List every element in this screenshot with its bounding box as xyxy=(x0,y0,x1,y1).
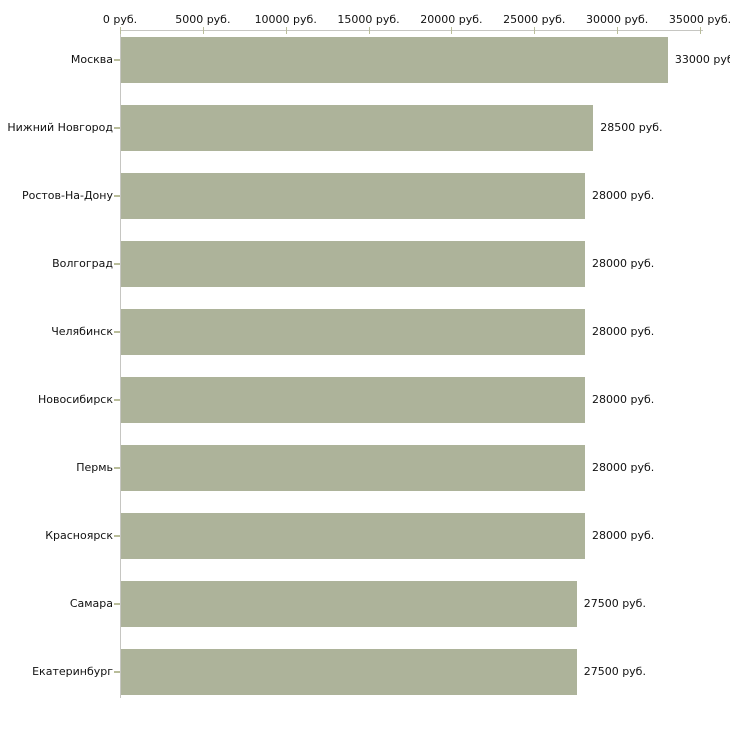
x-axis-tick-mark xyxy=(120,27,121,34)
bar xyxy=(121,37,668,83)
bar xyxy=(121,173,585,219)
value-label: 27500 руб. xyxy=(583,665,646,678)
y-axis-tick-mark xyxy=(114,59,120,61)
value-label: 33000 руб xyxy=(674,53,730,66)
x-axis-tick-label: 15000 руб. xyxy=(337,13,400,26)
bar xyxy=(121,105,594,151)
value-label: 28000 руб. xyxy=(592,529,655,542)
x-axis-tick-label: 35000 руб. xyxy=(668,13,730,26)
x-axis-tick-mark xyxy=(700,27,701,34)
value-label: 28000 руб. xyxy=(592,257,655,270)
category-label: Екатеринбург xyxy=(32,665,113,678)
x-axis-tick-label: 25000 руб. xyxy=(503,13,566,26)
category-label: Пермь xyxy=(76,461,113,474)
value-label: 28000 руб. xyxy=(592,189,655,202)
value-label: 28000 руб. xyxy=(592,393,655,406)
bar xyxy=(121,445,585,491)
bar xyxy=(121,581,577,627)
category-label: Ростов-На-Дону xyxy=(21,189,113,202)
bar xyxy=(121,309,585,355)
x-axis-line xyxy=(120,30,703,31)
bar xyxy=(121,649,577,695)
bar xyxy=(121,241,585,287)
x-axis-tick-mark xyxy=(534,27,536,34)
category-label: Челябинск xyxy=(51,325,113,338)
x-axis-tick-mark xyxy=(285,27,287,34)
x-axis-tick-label: 0 руб. xyxy=(102,13,138,26)
x-axis-tick-mark xyxy=(451,27,453,34)
x-axis-tick-label: 30000 руб. xyxy=(586,13,649,26)
value-label: 28500 руб. xyxy=(600,121,663,134)
category-label: Волгоград xyxy=(52,257,113,270)
y-axis-tick-mark xyxy=(114,603,120,605)
x-axis-tick-label: 10000 руб. xyxy=(254,13,317,26)
value-label: 27500 руб. xyxy=(583,597,646,610)
x-axis-tick-mark xyxy=(368,27,370,34)
value-label: 28000 руб. xyxy=(592,461,655,474)
value-label: 28000 руб. xyxy=(592,325,655,338)
y-axis-tick-mark xyxy=(114,195,120,197)
category-label: Красноярск xyxy=(45,529,113,542)
y-axis-tick-mark xyxy=(114,399,120,401)
y-axis-tick-mark xyxy=(114,535,120,537)
y-axis-tick-mark xyxy=(114,331,120,333)
x-axis-tick-label: 5000 руб. xyxy=(175,13,231,26)
x-axis-tick-label: 20000 руб. xyxy=(420,13,483,26)
category-label: Самара xyxy=(69,597,113,610)
category-label: Нижний Новгород xyxy=(7,121,113,134)
y-axis-tick-mark xyxy=(114,263,120,265)
category-label: Новосибирск xyxy=(37,393,113,406)
bar xyxy=(121,513,585,559)
bar xyxy=(121,377,585,423)
x-axis-tick-mark xyxy=(617,27,619,34)
y-axis-tick-mark xyxy=(114,127,120,129)
y-axis-tick-mark xyxy=(114,467,120,469)
y-axis-line xyxy=(120,30,121,698)
x-axis-tick-mark xyxy=(202,27,204,34)
y-axis-tick-mark xyxy=(114,671,120,673)
category-label: Москва xyxy=(70,53,113,66)
